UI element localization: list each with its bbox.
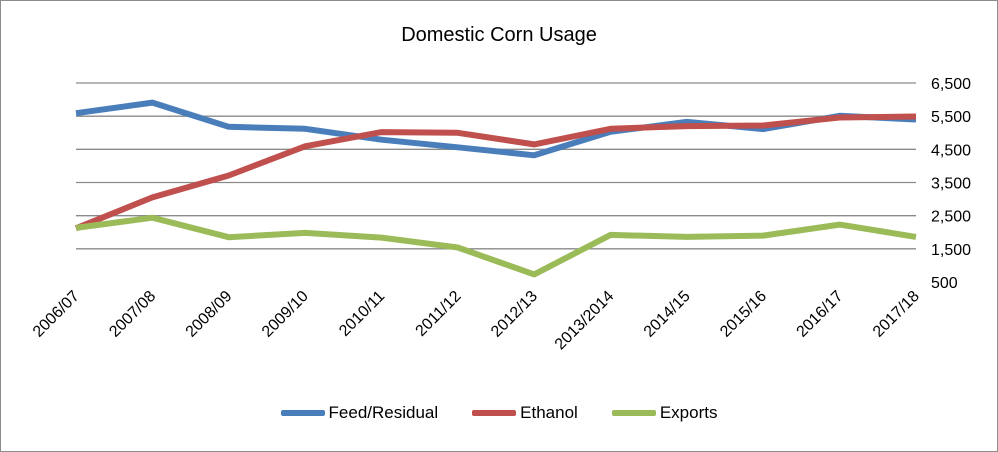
legend-label: Exports <box>659 403 718 422</box>
legend-item: Feed/Residual <box>280 403 439 423</box>
x-tick-label: 2013/2014 <box>552 288 618 354</box>
legend: Feed/Residual Ethanol Exports <box>0 403 998 423</box>
legend-swatch <box>280 410 325 416</box>
y-tick-label: 6,500 <box>931 76 971 93</box>
legend-item: Ethanol <box>472 403 578 423</box>
series-line-ethanol <box>74 113 917 232</box>
legend-swatch <box>472 410 517 416</box>
x-tick-label: 2012/13 <box>488 288 541 341</box>
series-line-exports <box>75 214 917 278</box>
y-axis-ticks: 500 1,500 2,500 3,500 4,500 5,500 6,500 <box>931 76 971 292</box>
x-tick-label: 2016/17 <box>794 288 847 341</box>
x-tick-label: 2011/12 <box>413 288 465 340</box>
x-tick-label: 2008/09 <box>183 288 236 341</box>
y-tick-label: 5,500 <box>931 109 971 126</box>
gridlines <box>76 82 916 250</box>
y-tick-label: 500 <box>931 275 958 292</box>
series-line-feed-residual <box>75 99 917 159</box>
x-tick-label: 2006/07 <box>30 288 83 341</box>
x-axis-ticks: 2006/07 2007/08 2008/09 2009/10 2010/11 2011/… <box>30 288 923 354</box>
legend-label: Feed/Residual <box>328 403 439 422</box>
x-tick-label: 2017/18 <box>870 288 923 341</box>
x-tick-label: 2010/11 <box>336 288 388 340</box>
x-tick-label: 2007/08 <box>106 288 159 341</box>
x-tick-label: 2015/16 <box>717 288 770 341</box>
legend-item: Exports <box>611 403 718 423</box>
y-tick-label: 1,500 <box>931 242 971 259</box>
series-lines <box>74 99 917 278</box>
x-tick-label: 2009/10 <box>259 288 312 341</box>
legend-label: Ethanol <box>520 403 578 422</box>
x-tick-label: 2014/15 <box>641 288 694 341</box>
chart-title: Domestic Corn Usage <box>401 24 597 46</box>
y-tick-label: 4,500 <box>931 142 971 159</box>
y-tick-label: 2,500 <box>931 209 971 226</box>
y-tick-label: 3,500 <box>931 176 971 193</box>
legend-swatch <box>611 410 656 416</box>
